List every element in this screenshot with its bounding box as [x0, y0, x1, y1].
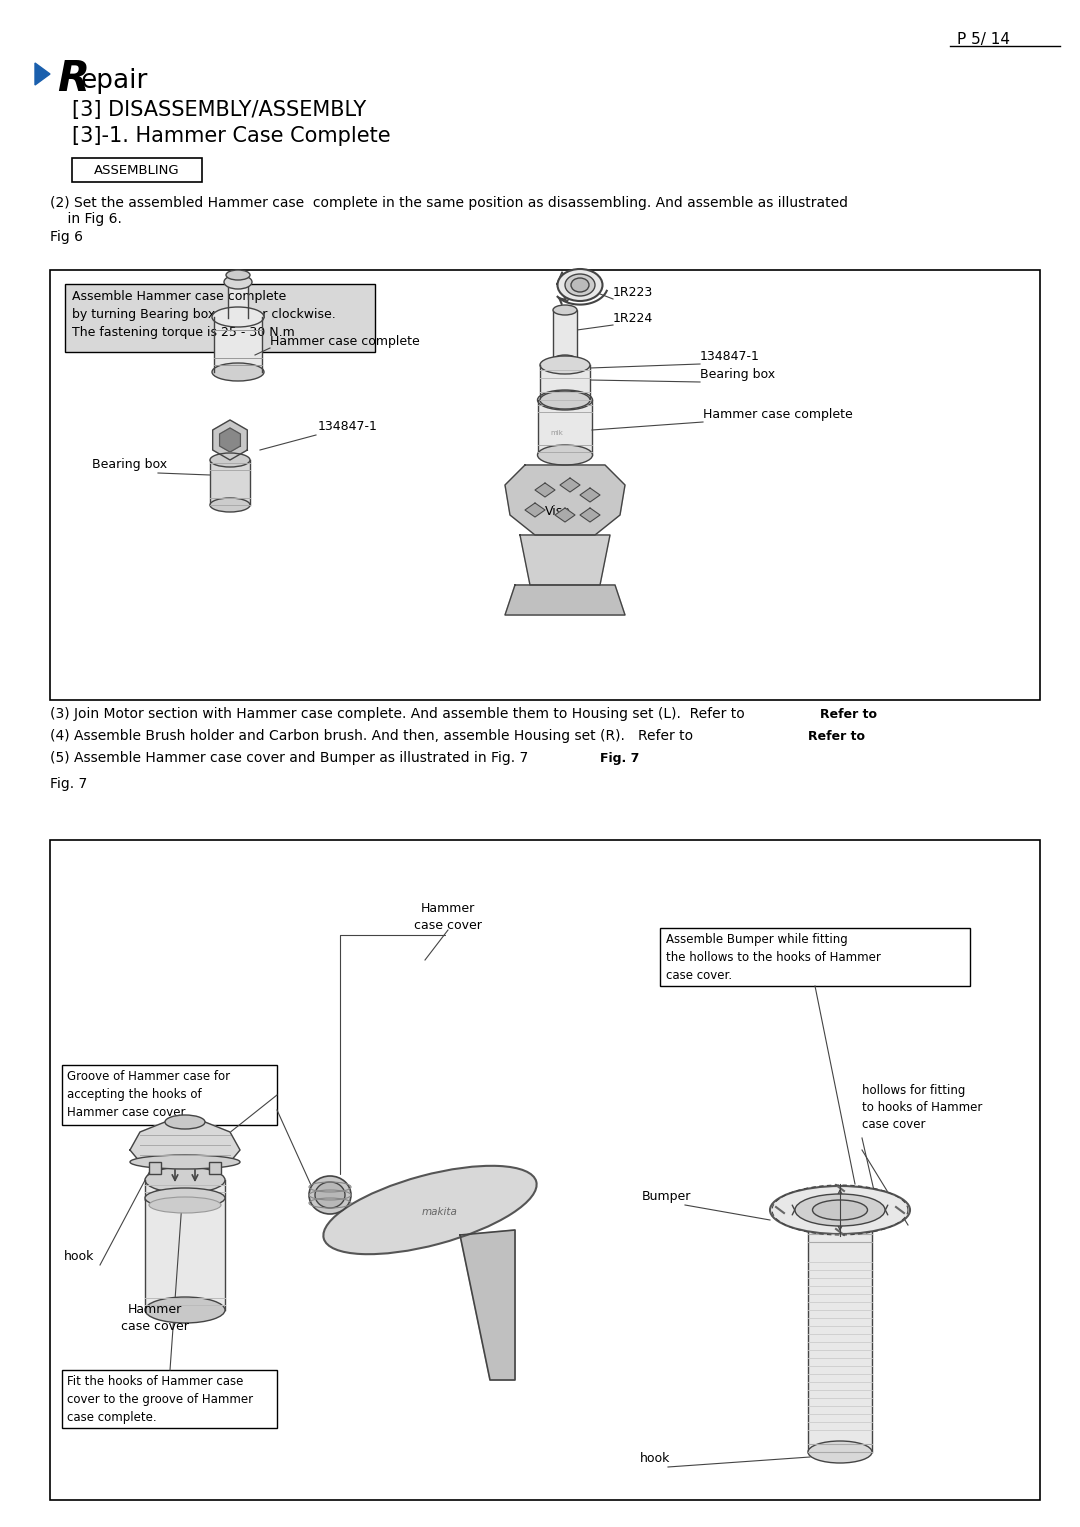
Text: in Fig 6.: in Fig 6. — [50, 212, 122, 226]
Text: (2) Set the assembled Hammer case  complete in the same position as disassemblin: (2) Set the assembled Hammer case comple… — [50, 195, 848, 211]
Ellipse shape — [210, 498, 249, 512]
Ellipse shape — [226, 270, 249, 279]
Text: mik: mik — [550, 431, 563, 437]
Bar — [210, 1162, 221, 1174]
Text: Bearing box: Bearing box — [92, 458, 167, 470]
Polygon shape — [460, 1231, 515, 1380]
Bar — [808, 1232, 872, 1452]
Polygon shape — [535, 483, 555, 496]
Text: 134847-1: 134847-1 — [318, 420, 378, 434]
Ellipse shape — [553, 305, 577, 315]
Text: epair: epair — [80, 69, 147, 95]
Ellipse shape — [812, 1200, 867, 1220]
Text: [3]-1. Hammer Case Complete: [3]-1. Hammer Case Complete — [72, 127, 391, 147]
Text: Assemble Hammer case complete
by turning Bearing box counter clockwise.
The fast: Assemble Hammer case complete by turning… — [72, 290, 336, 339]
Bar — [553, 310, 577, 360]
Bar — [210, 460, 249, 505]
Ellipse shape — [538, 444, 593, 466]
Text: 1R223: 1R223 — [613, 286, 653, 299]
Ellipse shape — [770, 1186, 910, 1234]
Ellipse shape — [808, 1441, 872, 1463]
Ellipse shape — [553, 354, 577, 365]
Polygon shape — [505, 585, 625, 615]
Polygon shape — [213, 420, 247, 460]
Polygon shape — [219, 428, 241, 452]
Ellipse shape — [165, 1115, 205, 1128]
Bar — [72, 157, 202, 182]
Ellipse shape — [149, 1197, 221, 1212]
Bar — [145, 1180, 225, 1310]
Text: Hammer case complete: Hammer case complete — [270, 334, 420, 348]
Text: Fig 6: Fig 6 — [50, 231, 83, 244]
Ellipse shape — [212, 307, 264, 327]
Polygon shape — [580, 489, 600, 502]
Ellipse shape — [315, 1182, 345, 1208]
Text: Refer to: Refer to — [820, 709, 877, 721]
Text: Refer to: Refer to — [808, 730, 865, 744]
Text: Fit the hooks of Hammer case
cover to the groove of Hammer
case complete.: Fit the hooks of Hammer case cover to th… — [67, 1374, 253, 1425]
Ellipse shape — [323, 1165, 537, 1254]
Ellipse shape — [557, 269, 603, 301]
Ellipse shape — [538, 389, 593, 411]
Bar — [538, 400, 592, 455]
Text: Bumper: Bumper — [642, 1190, 691, 1203]
Polygon shape — [557, 272, 573, 302]
Text: hook: hook — [640, 1452, 671, 1464]
Bar — [149, 1162, 161, 1174]
Text: P 5/ 14: P 5/ 14 — [957, 32, 1010, 47]
Bar — [540, 365, 590, 400]
Polygon shape — [505, 466, 625, 534]
Ellipse shape — [145, 1188, 225, 1208]
Ellipse shape — [130, 1154, 240, 1170]
Bar — [660, 928, 970, 986]
Text: Vise: Vise — [545, 505, 571, 518]
Ellipse shape — [212, 363, 264, 382]
Bar — [228, 282, 248, 318]
Ellipse shape — [540, 391, 590, 409]
Text: (4) Assemble Brush holder and Carbon brush. And then, assemble Housing set (R). : (4) Assemble Brush holder and Carbon bru… — [50, 728, 693, 744]
Ellipse shape — [565, 273, 595, 296]
Polygon shape — [35, 63, 50, 86]
Text: Assemble Bumper while fitting
the hollows to the hooks of Hammer
case cover.: Assemble Bumper while fitting the hollow… — [666, 933, 881, 982]
Text: makita: makita — [422, 1206, 458, 1217]
Text: (3) Join Motor section with Hammer case complete. And assemble them to Housing s: (3) Join Motor section with Hammer case … — [50, 707, 745, 721]
Bar — [50, 840, 1040, 1500]
Text: R: R — [57, 58, 89, 99]
Bar — [214, 318, 262, 373]
Ellipse shape — [571, 278, 589, 292]
Ellipse shape — [145, 1167, 225, 1193]
Ellipse shape — [309, 1176, 351, 1214]
Text: hook: hook — [64, 1251, 94, 1263]
Polygon shape — [130, 1122, 240, 1162]
Polygon shape — [580, 508, 600, 522]
Bar — [62, 1370, 276, 1428]
Polygon shape — [561, 478, 580, 492]
Text: Hammer case complete: Hammer case complete — [703, 408, 853, 421]
Text: [3] DISASSEMBLY/ASSEMBLY: [3] DISASSEMBLY/ASSEMBLY — [72, 99, 366, 121]
Bar — [50, 270, 1040, 699]
Ellipse shape — [540, 356, 590, 374]
Text: Bearing box: Bearing box — [700, 368, 775, 382]
Text: Hammer
case cover: Hammer case cover — [121, 1303, 189, 1333]
Text: (5) Assemble Hammer case cover and Bumper as illustrated in Fig. 7: (5) Assemble Hammer case cover and Bumpe… — [50, 751, 528, 765]
Text: Fig. 7: Fig. 7 — [600, 751, 639, 765]
Ellipse shape — [145, 1296, 225, 1322]
Bar — [62, 1064, 276, 1125]
Text: ASSEMBLING: ASSEMBLING — [94, 163, 179, 177]
Text: Fig. 7: Fig. 7 — [50, 777, 87, 791]
Ellipse shape — [224, 275, 252, 289]
Text: Hammer
case cover: Hammer case cover — [414, 902, 482, 931]
Polygon shape — [555, 508, 575, 522]
Text: 1R224: 1R224 — [613, 312, 653, 325]
Ellipse shape — [228, 278, 248, 286]
Text: Groove of Hammer case for
accepting the hooks of
Hammer case cover: Groove of Hammer case for accepting the … — [67, 1070, 230, 1119]
Text: hollows for fitting
to hooks of Hammer
case cover: hollows for fitting to hooks of Hammer c… — [862, 1084, 983, 1132]
Ellipse shape — [795, 1194, 885, 1226]
Text: 134847-1: 134847-1 — [700, 350, 760, 363]
Polygon shape — [519, 534, 610, 585]
Bar — [65, 284, 375, 353]
Ellipse shape — [210, 454, 249, 467]
Polygon shape — [525, 502, 545, 518]
